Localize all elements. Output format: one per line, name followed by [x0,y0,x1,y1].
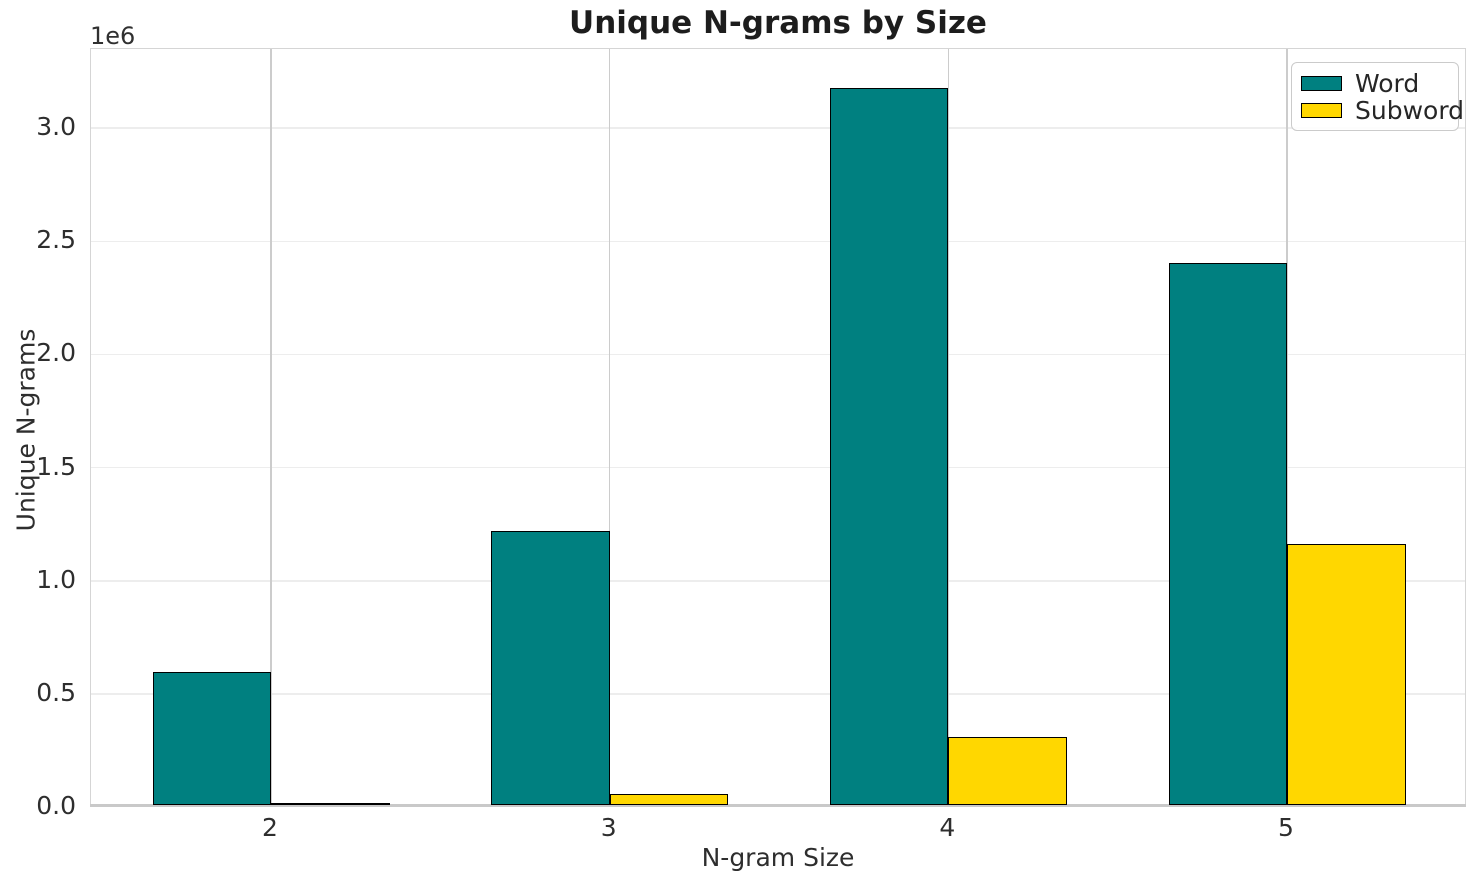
legend-item-word: Word [1301,70,1450,97]
legend-swatch-word [1301,76,1342,91]
x-tick-label: 4 [939,813,956,842]
y-gridline [91,127,1465,129]
legend-label-subword: Subword [1355,96,1465,125]
plot-area [90,48,1466,807]
y-tick-label: 0.5 [36,677,76,707]
x-tick-label: 5 [1278,813,1294,842]
bar-word-3 [491,531,610,805]
chart-title: Unique N-grams by Size [569,5,987,41]
bar-word-4 [829,87,949,805]
bar-word-2 [152,671,271,805]
bar-subword-3 [609,794,729,805]
x-gridline [270,49,272,805]
y-gridline [91,693,1465,695]
legend-item-subword: Subword [1301,97,1464,124]
y-tick-label: 3.0 [36,112,76,142]
x-tick-label: 3 [600,813,617,842]
y-gridline [91,353,1465,356]
y-tick-label: 0.0 [36,791,76,820]
x-tick-label: 2 [262,813,278,842]
y-tick-label: 2.0 [36,338,76,368]
y-axis-label: Unique N-grams [11,328,41,532]
legend: Word Subword [1291,62,1464,131]
y-gridline [91,466,1465,469]
y-tick-label: 1.0 [36,564,76,594]
bar-subword-4 [948,737,1067,805]
y-gridline [91,579,1465,582]
bar-subword-2 [271,803,390,805]
y-tick-label: 1.5 [36,451,76,481]
bar-word-5 [1168,263,1287,805]
x-axis-label: N-gram Size [701,843,855,872]
legend-label-word: Word [1355,69,1420,98]
x-gridline [609,49,611,805]
bar-subword-5 [1287,543,1406,805]
y-tick-label: 2.5 [36,225,76,255]
y-axis-scale-label: 1e6 [90,22,136,50]
legend-swatch-subword [1301,103,1342,118]
x-axis-line [90,803,1466,807]
y-gridline [91,240,1465,243]
